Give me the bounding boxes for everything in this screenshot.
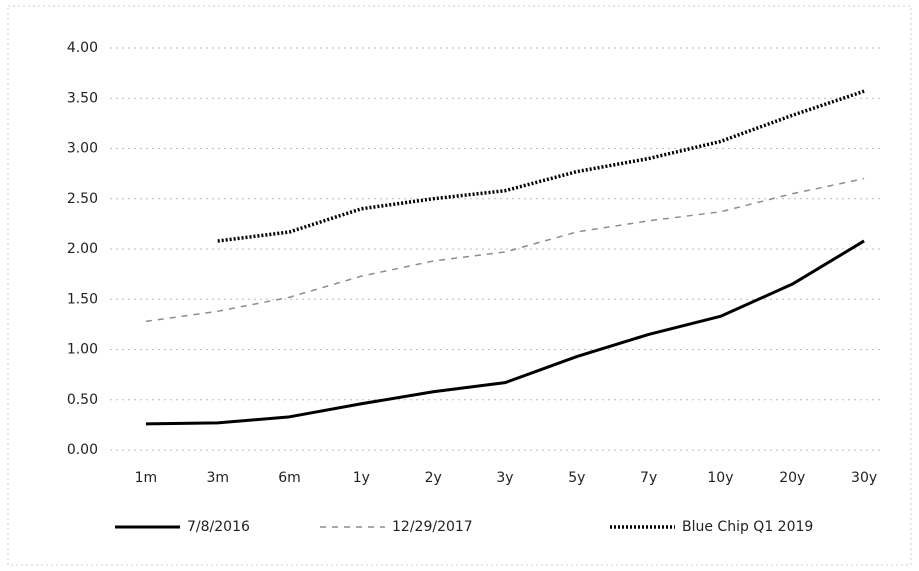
- x-tick-label: 2y: [425, 470, 442, 486]
- x-tick-label: 3m: [206, 470, 229, 486]
- series-line: [145, 239, 865, 426]
- x-tick-label: 1m: [135, 470, 158, 486]
- chart-border: [7, 5, 912, 566]
- legend-label: 12/29/2017: [392, 519, 473, 535]
- y-tick-label: 0.50: [67, 392, 98, 408]
- legend-label: Blue Chip Q1 2019: [682, 519, 813, 535]
- series-line: [217, 89, 865, 243]
- series-line: [145, 177, 865, 323]
- legend-label: 7/8/2016: [187, 519, 250, 535]
- x-tick-label: 5y: [568, 470, 585, 486]
- y-tick-label: 1.00: [67, 342, 98, 358]
- y-tick-label: 4.00: [67, 40, 98, 56]
- x-tick-label: 1y: [353, 470, 370, 486]
- x-tick-label: 10y: [707, 470, 733, 486]
- x-tick-label: 3y: [496, 470, 513, 486]
- y-tick-label: 1.50: [67, 291, 98, 307]
- y-tick-label: 0.00: [67, 442, 98, 458]
- y-tick-label: 2.50: [67, 191, 98, 207]
- y-tick-label: 2.00: [67, 241, 98, 257]
- x-tick-label: 30y: [851, 470, 877, 486]
- x-tick-label: 7y: [640, 470, 657, 486]
- y-tick-label: 3.00: [67, 141, 98, 157]
- y-tick-label: 3.50: [67, 90, 98, 106]
- x-tick-label: 6m: [278, 470, 301, 486]
- x-tick-label: 20y: [779, 470, 805, 486]
